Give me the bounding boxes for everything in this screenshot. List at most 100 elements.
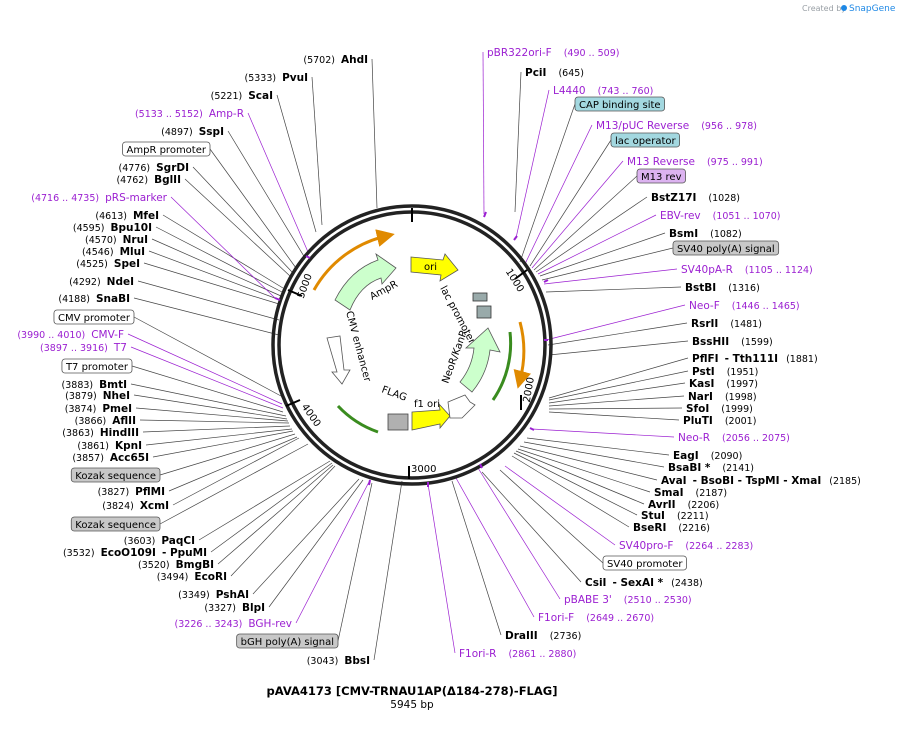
label-enzyme-19[interactable]: NarI (1998) [688, 391, 757, 403]
label-enzyme-44[interactable]: EcoO109I - PpuMI (3532) [63, 547, 207, 559]
label-feature-2[interactable]: CAP binding site [574, 96, 665, 112]
label-enzyme-51[interactable]: KpnI (3861) [77, 440, 142, 452]
label-feature-60[interactable]: CMV promoter [53, 309, 135, 325]
label-name: Neo-R [678, 432, 710, 444]
label-primer-39[interactable]: BGH-rev (3226 .. 3243) [175, 618, 292, 630]
label-enzyme-9[interactable]: BsmI (1082) [669, 228, 742, 240]
label-enzyme-50[interactable]: Acc65I (3857) [72, 452, 149, 464]
label-name: RsrII [691, 318, 718, 330]
label-enzyme-21[interactable]: PluTI (2001) [683, 415, 756, 427]
label-enzyme-27[interactable]: AvrII (2206) [648, 499, 719, 511]
label-feature-4[interactable]: lac operator [610, 132, 680, 148]
label-feature-46[interactable]: Kozak sequence [70, 516, 161, 532]
label-primer-58[interactable]: T7 (3897 .. 3916) [40, 342, 127, 354]
label-position: (4897) [161, 127, 193, 138]
label-enzyme-53[interactable]: AflII (3866) [75, 415, 136, 427]
label-enzyme-48[interactable]: PflMI (3827) [98, 486, 165, 498]
label-enzyme-35[interactable]: DraIII (2736) [505, 630, 581, 642]
label-primer-36[interactable]: F1ori-R (2861 .. 2880) [459, 648, 576, 660]
label-feature-38[interactable]: bGH poly(A) signal [236, 633, 339, 649]
label-enzyme-24[interactable]: BsaBI * (2141) [668, 462, 754, 474]
label-enzyme-0[interactable]: PciI (645) [525, 67, 584, 79]
label-primer-59[interactable]: CMV-F (3990 .. 4010) [17, 329, 124, 341]
label-enzyme-70[interactable]: SgrDI (4776) [119, 162, 189, 174]
feature-flag[interactable]: FLAG [380, 384, 409, 431]
label-primer-22[interactable]: Neo-R (2056 .. 2075) [678, 432, 790, 444]
label-enzyme-26[interactable]: SmaI (2187) [654, 487, 727, 499]
feature-label-f1-ori: f1 ori [414, 399, 440, 410]
label-position: (2211) [677, 511, 709, 522]
label-enzyme-40[interactable]: BlpI (3327) [204, 602, 265, 614]
label-enzyme-32[interactable]: CsiI - SexAI * (2438) [585, 577, 703, 589]
label-enzyme-63[interactable]: SpeI (4525) [76, 258, 140, 270]
label-primer-77[interactable]: pBR322ori-F (490 .. 509) [487, 47, 619, 59]
label-enzyme-20[interactable]: SfoI (1999) [686, 403, 753, 415]
label-enzyme-52[interactable]: HindIII (3863) [62, 427, 139, 439]
label-feature-49[interactable]: Kozak sequence [70, 467, 161, 483]
label-enzyme-61[interactable]: SnaBI (4188) [58, 293, 130, 305]
label-enzyme-15[interactable]: BssHII (1599) [692, 336, 773, 348]
label-primer-30[interactable]: SV40pro-F (2264 .. 2283) [619, 540, 753, 552]
label-enzyme-14[interactable]: RsrII (1481) [691, 318, 762, 330]
label-enzyme-29[interactable]: BseRI (2216) [633, 522, 710, 534]
feature-f1-ori[interactable]: f1 ori [411, 399, 451, 431]
label-name: BsmI [669, 228, 698, 240]
label-name: CsiI [585, 577, 606, 589]
label-primer-73[interactable]: Amp-R (5133 .. 5152) [135, 108, 244, 120]
label-enzyme-12[interactable]: BstBI (1316) [685, 282, 760, 294]
label-enzyme-17[interactable]: PstI (1951) [692, 366, 758, 378]
label-enzyme-43[interactable]: BmgBI (3520) [138, 559, 214, 571]
label-enzyme-25[interactable]: AvaI - BsoBI - TspMI - XmaI (2185) [661, 475, 861, 487]
label-name: XcmI [140, 500, 169, 512]
label-primer-5[interactable]: M13 Reverse (975 .. 991) [627, 156, 763, 168]
label-feature-31[interactable]: SV40 promoter [602, 555, 687, 571]
label-primer-33[interactable]: pBABE 3' (2510 .. 2530) [564, 594, 692, 606]
label-primer-34[interactable]: F1ori-F (2649 .. 2670) [538, 612, 654, 624]
label-enzyme-37[interactable]: BbsI (3043) [307, 655, 370, 667]
feature-ori[interactable]: ori [410, 253, 459, 282]
label-enzyme-75[interactable]: PvuI (5333) [244, 72, 308, 84]
label-feature-6[interactable]: M13 rev [636, 168, 686, 184]
label-enzyme-62[interactable]: NdeI (4292) [69, 276, 134, 288]
label-primer-13[interactable]: Neo-F (1446 .. 1465) [689, 300, 800, 312]
label-primer-1[interactable]: L4440 (743 .. 760) [553, 85, 653, 97]
label-name: AhdI [341, 54, 368, 66]
label-enzyme-69[interactable]: BglII (4762) [116, 174, 181, 186]
label-enzyme-45[interactable]: PaqCI (3603) [124, 535, 195, 547]
tick-label-3000: 3000 [411, 464, 436, 475]
feature-tag-text: CAP binding site [579, 100, 661, 111]
label-enzyme-28[interactable]: StuI (2211) [641, 510, 709, 522]
label-position: (490 .. 509) [564, 48, 620, 59]
label-enzyme-18[interactable]: KasI (1997) [689, 378, 758, 390]
label-position: (645) [558, 68, 584, 79]
label-enzyme-66[interactable]: Bpu10I (4595) [73, 222, 152, 234]
feature-cmv-enhancer[interactable]: CMV enhancer [326, 310, 373, 385]
label-enzyme-41[interactable]: PshAI (3349) [178, 589, 249, 601]
label-enzyme-23[interactable]: EagI (2090) [673, 450, 742, 462]
label-primer-8[interactable]: EBV-rev (1051 .. 1070) [660, 210, 781, 222]
label-enzyme-54[interactable]: PmeI (3874) [65, 403, 132, 415]
label-feature-57[interactable]: T7 promoter [61, 358, 133, 374]
label-feature-10[interactable]: SV40 poly(A) signal [672, 240, 780, 256]
label-name: KpnI [115, 440, 142, 452]
label-enzyme-16[interactable]: PflFI - Tth111I (1881) [692, 353, 818, 365]
leader-lines [127, 51, 689, 661]
label-enzyme-47[interactable]: XcmI (3824) [102, 500, 169, 512]
label-enzyme-7[interactable]: BstZ17I (1028) [651, 192, 740, 204]
label-primer-11[interactable]: SV40pA-R (1105 .. 1124) [681, 264, 813, 276]
label-enzyme-65[interactable]: NruI (4570) [85, 234, 148, 246]
label-position: (3883) [62, 380, 94, 391]
label-position: (2216) [678, 523, 710, 534]
label-enzyme-64[interactable]: MluI (4546) [82, 246, 145, 258]
label-enzyme-42[interactable]: EcoRI (3494) [157, 571, 227, 583]
label-enzyme-67[interactable]: MfeI (4613) [95, 210, 159, 222]
label-enzyme-56[interactable]: BmtI (3883) [62, 379, 127, 391]
label-enzyme-55[interactable]: NheI (3879) [65, 390, 130, 402]
feature-ampr[interactable]: AmpR [334, 252, 400, 311]
label-primer-68[interactable]: pRS-marker (4716 .. 4735) [31, 192, 167, 204]
label-enzyme-72[interactable]: SspI (4897) [161, 126, 224, 138]
label-enzyme-76[interactable]: AhdI (5702) [303, 54, 368, 66]
label-feature-71[interactable]: AmpR promoter [122, 141, 211, 157]
label-primer-3[interactable]: M13/pUC Reverse (956 .. 978) [596, 120, 757, 132]
label-enzyme-74[interactable]: ScaI (5221) [211, 90, 273, 102]
